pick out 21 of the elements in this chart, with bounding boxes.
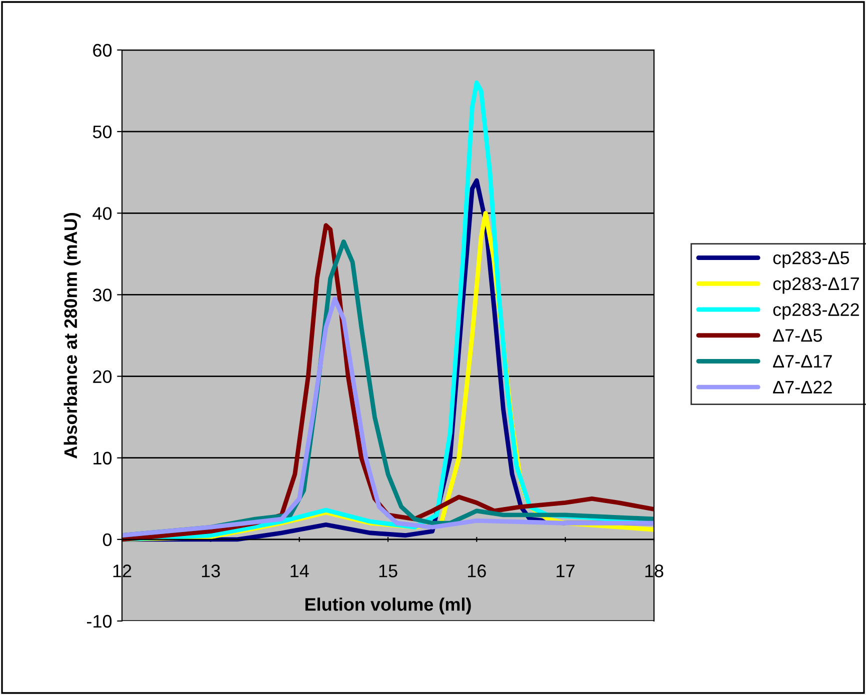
legend-label: Δ7-Δ17 bbox=[773, 355, 832, 368]
y-tick-label: 30 bbox=[92, 288, 112, 302]
x-tick-label: 13 bbox=[202, 564, 220, 578]
legend-label: cp283-Δ17 bbox=[773, 277, 859, 294]
y-tick-label: -10 bbox=[86, 614, 112, 628]
y-tick-label: 20 bbox=[93, 370, 112, 384]
y-tick-label: 0 bbox=[102, 533, 112, 546]
x-tick-label: 16 bbox=[468, 564, 486, 578]
x-axis-title: Elution volume (ml) bbox=[305, 598, 471, 614]
legend-label: Δ7-Δ5 bbox=[773, 329, 822, 342]
x-tick-label: 15 bbox=[379, 564, 398, 578]
x-tick-label: 17 bbox=[556, 564, 574, 578]
legend-label: Δ7-Δ22 bbox=[773, 380, 832, 394]
x-tick-label: 14 bbox=[290, 564, 309, 578]
legend-label: cp283-Δ22 bbox=[773, 303, 859, 320]
y-tick-label: 60 bbox=[93, 44, 112, 57]
y-axis-title: Absorbance at 280nm (mAU) bbox=[64, 212, 81, 458]
legend-label: cp283-Δ5 bbox=[773, 251, 850, 268]
y-tick-label: 40 bbox=[92, 207, 112, 220]
y-tick-label: 50 bbox=[92, 126, 112, 138]
y-tick-label: 10 bbox=[94, 452, 112, 465]
